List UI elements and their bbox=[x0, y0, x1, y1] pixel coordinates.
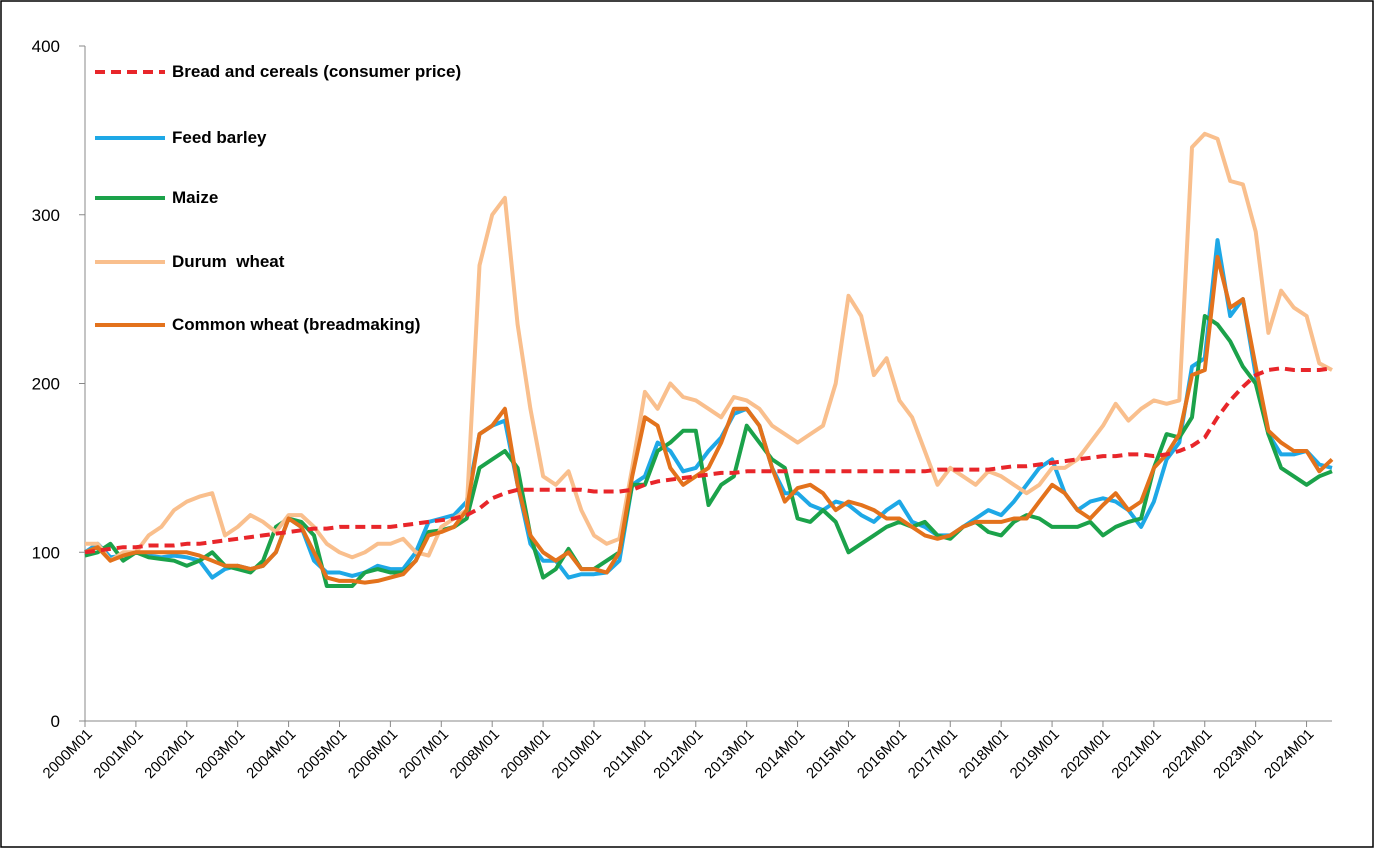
y-tick-label: 200 bbox=[32, 375, 60, 394]
x-tick-label: 2001M01 bbox=[90, 726, 146, 782]
x-tick-label: 2021M01 bbox=[1108, 726, 1164, 782]
x-tick-label: 2020M01 bbox=[1058, 726, 1114, 782]
x-tick-label: 2017M01 bbox=[905, 726, 961, 782]
y-tick-label: 300 bbox=[32, 206, 60, 225]
legend-label: Durum wheat bbox=[172, 252, 285, 271]
x-tick-label: 2019M01 bbox=[1007, 726, 1063, 782]
x-tick-label: 2008M01 bbox=[447, 726, 503, 782]
x-tick-label: 2002M01 bbox=[141, 726, 197, 782]
x-tick-label: 2003M01 bbox=[192, 726, 248, 782]
x-tick-label: 2007M01 bbox=[396, 726, 452, 782]
x-tick-label: 2006M01 bbox=[345, 726, 401, 782]
series-line bbox=[85, 131, 1333, 563]
x-tick-label: 2013M01 bbox=[701, 726, 757, 782]
x-tick-label: 2016M01 bbox=[854, 726, 910, 782]
x-tick-label: 2022M01 bbox=[1159, 726, 1215, 782]
series-line bbox=[84, 366, 1333, 555]
x-tick-label: 2004M01 bbox=[243, 726, 299, 782]
x-tick-label: 2009M01 bbox=[498, 726, 554, 782]
x-tick-label: 2015M01 bbox=[803, 726, 859, 782]
x-tick-label: 2023M01 bbox=[1210, 726, 1266, 782]
x-tick-label: 2000M01 bbox=[40, 726, 96, 782]
y-tick-label: 0 bbox=[51, 712, 60, 731]
x-tick-label: 2018M01 bbox=[956, 726, 1012, 782]
legend-label: Feed barley bbox=[172, 128, 267, 147]
x-tick-label: 2024M01 bbox=[1261, 726, 1317, 782]
legend-label: Common wheat (breadmaking) bbox=[172, 315, 421, 334]
x-tick-label: 2005M01 bbox=[294, 726, 350, 782]
x-tick-label: 2012M01 bbox=[650, 726, 706, 782]
x-tick-label: 2014M01 bbox=[752, 726, 808, 782]
legend-label: Maize bbox=[172, 188, 219, 207]
series-line bbox=[84, 254, 1334, 585]
x-tick-label: 2011M01 bbox=[600, 726, 655, 781]
x-tick-label: 2010M01 bbox=[549, 726, 605, 782]
y-tick-label: 400 bbox=[32, 37, 60, 56]
y-tick-label: 100 bbox=[32, 543, 60, 562]
legend-label: Bread and cereals (consumer price) bbox=[172, 62, 462, 81]
